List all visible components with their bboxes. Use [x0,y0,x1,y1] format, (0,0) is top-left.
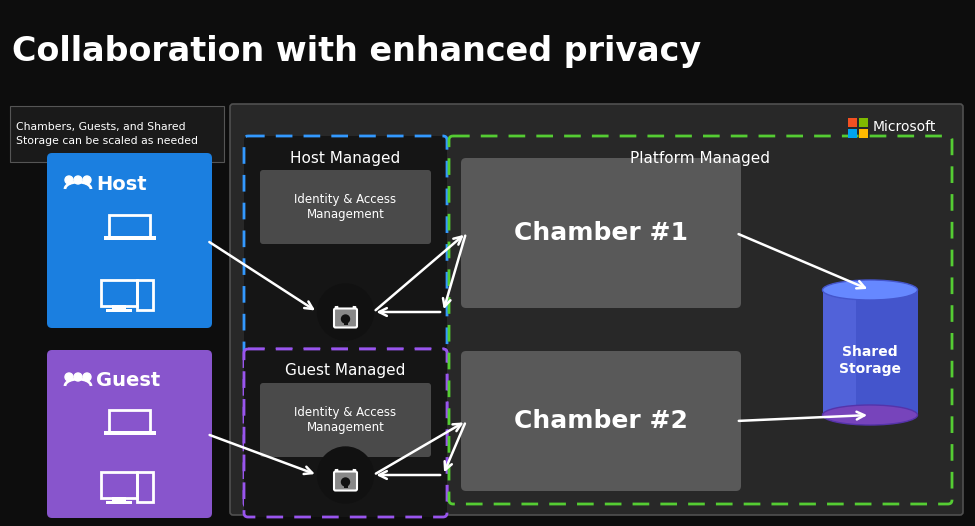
Bar [848,118,857,127]
Text: Platform Managed: Platform Managed [631,150,770,166]
Circle shape [83,373,91,381]
Bar [103,236,155,240]
Circle shape [74,373,82,381]
FancyBboxPatch shape [244,136,447,354]
Bar [343,482,347,488]
Text: Shared
Storage: Shared Storage [839,346,901,376]
FancyBboxPatch shape [461,351,741,491]
Circle shape [341,478,349,486]
Bar [848,128,857,137]
Circle shape [74,176,82,184]
FancyBboxPatch shape [260,383,431,457]
FancyBboxPatch shape [244,349,447,517]
Text: Chambers, Guests, and Shared
Storage can be scaled as needed: Chambers, Guests, and Shared Storage can… [16,123,198,146]
Circle shape [83,176,91,184]
Circle shape [65,373,73,381]
FancyBboxPatch shape [461,158,741,308]
Bar [111,497,126,501]
Text: Guest Managed: Guest Managed [286,363,406,379]
Text: Host Managed: Host Managed [291,150,401,166]
Ellipse shape [823,405,917,425]
Text: Collaboration with enhanced privacy: Collaboration with enhanced privacy [12,35,701,68]
Bar [343,319,347,325]
Text: Host: Host [96,175,146,194]
Text: Chamber #1: Chamber #1 [514,221,688,245]
Bar [105,501,132,504]
FancyBboxPatch shape [47,153,212,328]
Bar [111,305,126,309]
Bar [859,128,868,137]
Bar [859,118,868,127]
FancyBboxPatch shape [10,106,224,162]
Bar [823,290,856,415]
Bar [103,431,155,436]
Bar [823,290,917,415]
Text: Chamber #2: Chamber #2 [514,409,688,433]
Ellipse shape [823,280,917,300]
FancyBboxPatch shape [260,170,431,244]
FancyBboxPatch shape [244,349,447,507]
FancyBboxPatch shape [47,350,212,518]
Circle shape [65,176,73,184]
Text: Microsoft: Microsoft [873,120,936,134]
FancyBboxPatch shape [334,471,357,491]
FancyBboxPatch shape [334,309,357,328]
Text: Guest: Guest [96,371,160,390]
Text: Identity & Access
Management: Identity & Access Management [294,193,397,221]
Text: Identity & Access
Management: Identity & Access Management [294,406,397,434]
FancyBboxPatch shape [230,104,963,515]
Circle shape [318,447,373,503]
Circle shape [318,284,373,340]
Circle shape [341,315,349,323]
Bar [105,309,132,312]
